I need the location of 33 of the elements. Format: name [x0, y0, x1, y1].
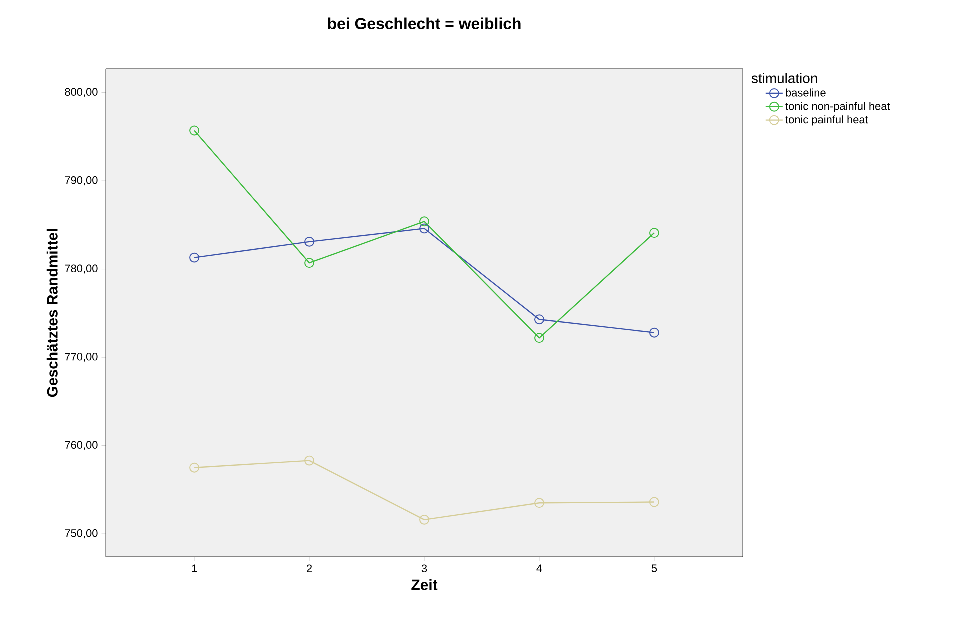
x-axis-title: Zeit [412, 579, 438, 590]
legend-label: baseline [786, 88, 826, 97]
point [304, 456, 315, 466]
point [190, 462, 200, 473]
point [420, 224, 430, 234]
point [304, 258, 315, 268]
y-axis-title: Geschätztes Randmittel [46, 229, 58, 398]
point [190, 252, 200, 263]
legend-label: tonic painful heat [786, 116, 868, 126]
chart-title: bei Geschlecht = weiblich [328, 18, 521, 30]
x-tick-label: 2 [307, 564, 312, 572]
y-tick-label: 780,00 [65, 264, 98, 274]
point [534, 333, 544, 344]
point [420, 514, 430, 525]
x-tick-label: 1 [192, 564, 198, 572]
y-tick-label: 800,00 [65, 88, 98, 98]
point [649, 328, 660, 338]
point [649, 228, 660, 238]
point [304, 236, 315, 247]
point [420, 216, 430, 227]
point [649, 497, 660, 508]
y-tick-label: 790,00 [65, 176, 98, 186]
legend-label: tonic non-painful heat [786, 102, 890, 112]
point [534, 314, 544, 325]
x-tick-label: 5 [652, 564, 658, 572]
x-tick-label: 3 [422, 564, 428, 573]
point [190, 126, 200, 136]
y-tick-label: 760,00 [65, 441, 98, 450]
y-tick-label: 770,00 [65, 353, 98, 362]
point [534, 498, 544, 508]
y-tick-label: 750,00 [65, 530, 98, 539]
x-tick-label: 4 [536, 564, 542, 572]
legend-title: stimulation [752, 73, 818, 84]
